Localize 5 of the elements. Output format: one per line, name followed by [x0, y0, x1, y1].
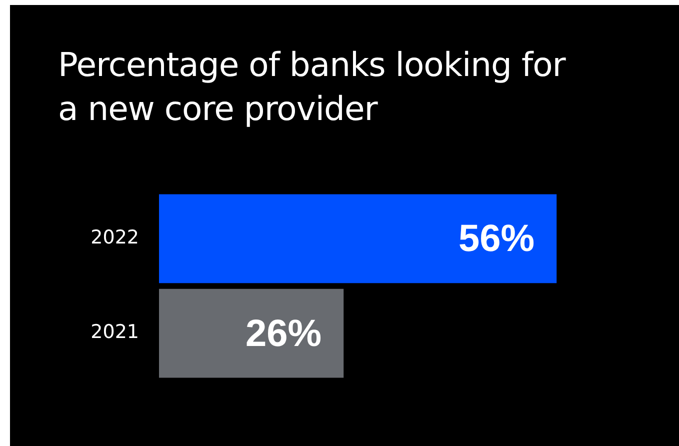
y-tick-label: 2021 [90, 321, 139, 344]
data-label: 26% [246, 312, 322, 355]
y-tick-label: 2022 [90, 226, 139, 249]
data-label: 56% [458, 218, 535, 260]
chart-title: Percentage of banks looking for a new core provider [58, 44, 567, 130]
